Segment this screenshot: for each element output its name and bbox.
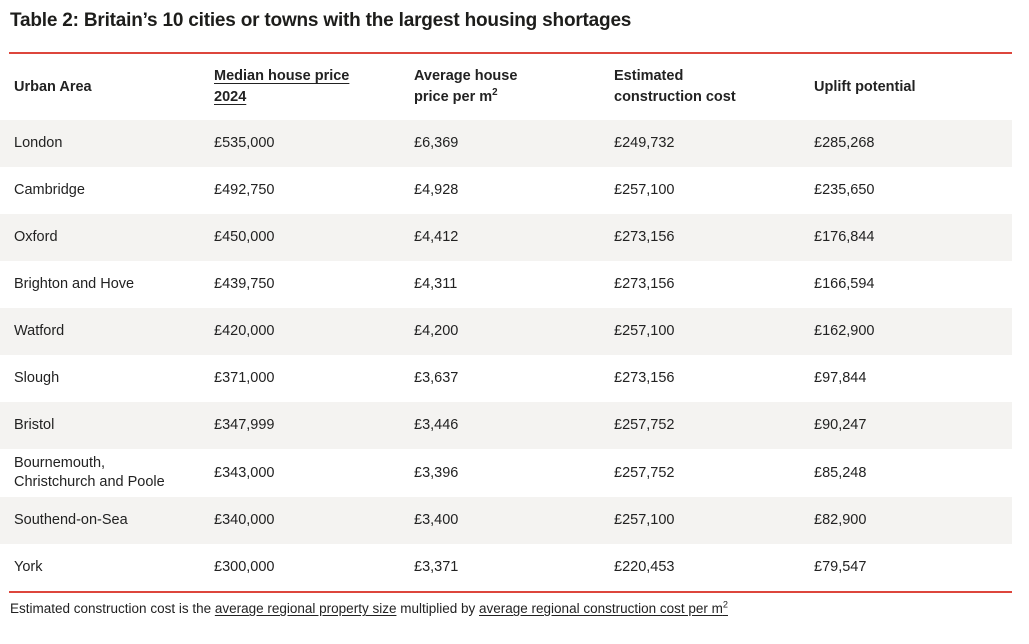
value-cell: £166,594 xyxy=(814,276,875,292)
value-cell: £97,844 xyxy=(814,370,867,386)
footnote-link-2-label: average regional construction cost per m xyxy=(479,601,723,616)
table-row: Oxford £450,000 £4,412 £273,156 £176,844 xyxy=(0,214,1012,261)
value-cell: £347,999 xyxy=(214,417,275,433)
footnote-link-2-superscript: 2 xyxy=(722,599,728,610)
urban-area-cell: Cambridge xyxy=(14,182,85,198)
urban-area-cell: Slough xyxy=(14,370,60,386)
value-cell: £6,369 xyxy=(414,135,459,151)
value-cell: £3,396 xyxy=(414,464,459,481)
table-row: Cambridge £492,750 £4,928 £257,100 £235,650 xyxy=(0,167,1012,214)
value-cell: £220,453 xyxy=(614,559,675,575)
table-footnote: Estimated construction cost is the avera… xyxy=(10,600,1012,617)
urban-area-cell: Southend-on-Sea xyxy=(14,512,128,528)
column-header-label: Urban Area xyxy=(14,78,92,95)
column-header: Uplift potential xyxy=(800,54,1012,120)
column-header: Average house price per m2 xyxy=(400,54,600,120)
value-cell: £343,000 xyxy=(214,464,275,481)
value-cell: £4,928 xyxy=(414,182,459,198)
value-cell: £535,000 xyxy=(214,135,275,151)
table-row: Watford £420,000 £4,200 £257,100 £162,900 xyxy=(0,308,1012,355)
value-cell: £257,752 xyxy=(614,417,675,433)
table-row: York £300,000 £3,371 £220,453 £79,547 xyxy=(0,544,1012,591)
title-rule xyxy=(9,52,1012,54)
value-cell: £257,100 xyxy=(614,182,675,198)
urban-area-cell: Bournemouth, Christchurch and Poole xyxy=(14,455,165,490)
urban-area-cell: Watford xyxy=(14,323,65,339)
value-cell: £3,400 xyxy=(414,512,459,528)
table-row: London £535,000 £6,369 £249,732 £285,268 xyxy=(0,120,1012,167)
value-cell: £4,200 xyxy=(414,323,459,339)
footnote-link-1-label: average regional property size xyxy=(214,601,397,616)
column-header-label: Estimated construction cost xyxy=(614,68,736,105)
table-row: Bristol £347,999 £3,446 £257,752 £90,247 xyxy=(0,402,1012,449)
value-cell: £162,900 xyxy=(814,323,875,339)
footnote-rule xyxy=(9,591,1012,593)
value-cell: £300,000 xyxy=(214,559,275,575)
value-cell: £4,412 xyxy=(414,229,459,245)
value-cell: £82,900 xyxy=(814,512,867,528)
urban-area-cell: London xyxy=(14,135,63,151)
value-cell: £420,000 xyxy=(214,323,275,339)
column-header: Urban Area xyxy=(0,54,200,120)
column-header-label: Average house price per m2 xyxy=(414,68,518,105)
value-cell: £249,732 xyxy=(614,135,675,151)
superscript: 2 xyxy=(492,87,498,99)
footnote-text-2: multiplied by xyxy=(396,601,479,616)
column-header[interactable]: Median house price 2024 xyxy=(200,54,400,120)
value-cell: £340,000 xyxy=(214,512,275,528)
column-header-link[interactable]: Median house price 2024 xyxy=(214,68,350,105)
table-row: Brighton and Hove £439,750 £4,311 £273,156 £… xyxy=(0,261,1012,308)
footnote-link-property-size[interactable]: average regional property size xyxy=(215,601,397,616)
value-cell: £273,156 xyxy=(614,276,675,292)
footnote-link-construction-cost[interactable]: average regional construction cost per m… xyxy=(479,599,728,616)
table-body: London £535,000 £6,369 £249,732 £285,268 Camb… xyxy=(0,120,1012,591)
value-cell: £285,268 xyxy=(814,135,875,151)
value-cell: £3,371 xyxy=(414,559,459,575)
value-cell: £492,750 xyxy=(214,182,275,198)
urban-area-cell: York xyxy=(14,559,43,575)
column-header: Estimated construction cost xyxy=(600,54,800,120)
value-cell: £257,100 xyxy=(614,512,675,528)
value-cell: £439,750 xyxy=(214,276,275,292)
table-row: Slough £371,000 £3,637 £273,156 £97,844 xyxy=(0,355,1012,402)
table-title: Table 2: Britain’s 10 cities or towns wi… xyxy=(10,10,632,31)
value-cell: £371,000 xyxy=(214,370,275,386)
value-cell: £3,446 xyxy=(414,417,459,433)
value-cell: £3,637 xyxy=(414,370,459,386)
value-cell: £273,156 xyxy=(614,370,675,386)
urban-area-cell: Bristol xyxy=(14,417,55,433)
urban-area-cell: Brighton and Hove xyxy=(14,276,135,292)
value-cell: £257,100 xyxy=(614,323,675,339)
column-header-label: Uplift potential xyxy=(814,78,916,95)
table-header-row: Urban Area Median house price 2024 Average… xyxy=(0,54,1012,120)
table-row: Bournemouth, Christchurch and Poole £343,… xyxy=(0,449,1012,497)
value-cell: £85,248 xyxy=(814,464,867,481)
value-cell: £257,752 xyxy=(614,464,675,481)
housing-shortage-table: Urban Area Median house price 2024 Average… xyxy=(0,54,1012,591)
value-cell: £273,156 xyxy=(614,229,675,245)
value-cell: £235,650 xyxy=(814,182,875,198)
value-cell: £4,311 xyxy=(414,276,458,292)
value-cell: £450,000 xyxy=(214,229,275,245)
value-cell: £79,547 xyxy=(814,559,867,575)
value-cell: £176,844 xyxy=(814,229,875,245)
table-row: Southend-on-Sea £340,000 £3,400 £257,100 £82… xyxy=(0,497,1012,544)
value-cell: £90,247 xyxy=(814,417,867,433)
urban-area-cell: Oxford xyxy=(14,229,58,245)
footnote-text-1: Estimated construction cost is the xyxy=(10,601,215,616)
